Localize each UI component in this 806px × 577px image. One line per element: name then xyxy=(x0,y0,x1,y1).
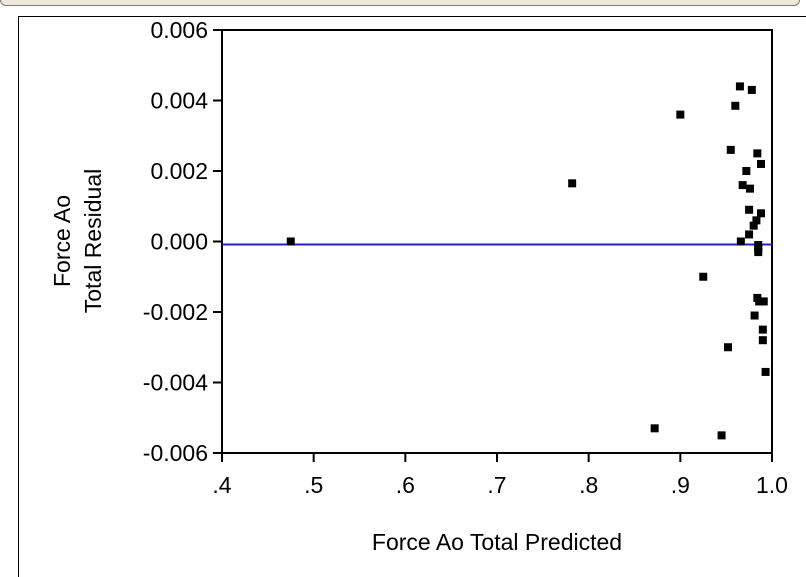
y-tick-label: 0.004 xyxy=(150,88,208,114)
x-axis-title: Force Ao Total Predicted xyxy=(372,529,622,555)
data-point xyxy=(758,336,767,345)
data-point xyxy=(735,82,744,91)
data-point xyxy=(750,311,759,320)
x-tick-label: .8 xyxy=(579,472,598,498)
x-tick-label: .7 xyxy=(487,472,506,498)
data-point xyxy=(745,205,754,214)
x-tick-label: .9 xyxy=(671,472,690,498)
y-axis-title-line-1: Force Ao xyxy=(49,195,75,287)
data-point xyxy=(742,167,751,175)
data-point xyxy=(749,221,758,230)
data-point xyxy=(699,272,708,281)
chart-panel xyxy=(18,16,806,577)
plot-frame xyxy=(221,29,773,454)
data-point xyxy=(758,325,767,334)
x-tick-label: .5 xyxy=(304,472,323,498)
data-point xyxy=(676,110,685,119)
x-tick-label: .6 xyxy=(396,472,415,498)
y-tick-label: -0.004 xyxy=(143,370,208,396)
y-tick-label: 0.002 xyxy=(150,158,208,184)
data-point xyxy=(755,297,764,306)
data-point xyxy=(754,241,763,250)
data-point xyxy=(761,367,770,376)
data-point xyxy=(726,145,735,154)
data-point xyxy=(759,297,768,306)
data-point xyxy=(650,424,659,433)
y-tick-label: 0.000 xyxy=(150,229,208,255)
x-tick-label: 1.0 xyxy=(756,472,788,498)
data-point xyxy=(753,149,762,158)
data-point xyxy=(747,85,756,94)
data-point xyxy=(717,431,726,440)
data-point xyxy=(745,230,754,239)
data-point xyxy=(568,179,577,188)
data-point xyxy=(724,343,732,352)
data-point xyxy=(752,216,761,225)
data-point xyxy=(757,209,765,218)
y-tick-label: -0.002 xyxy=(143,299,208,325)
data-point xyxy=(754,248,763,257)
data-point xyxy=(738,181,747,190)
y-tick-label: -0.006 xyxy=(143,440,208,466)
y-axis-title-line-2: Total Residual xyxy=(80,169,106,313)
data-point xyxy=(757,159,765,168)
data-point xyxy=(746,184,754,193)
data-point xyxy=(736,237,745,246)
x-tick-label: .4 xyxy=(212,472,231,498)
y-tick-label: 0.006 xyxy=(150,17,208,43)
data-point xyxy=(286,237,295,246)
data-point xyxy=(731,101,740,110)
